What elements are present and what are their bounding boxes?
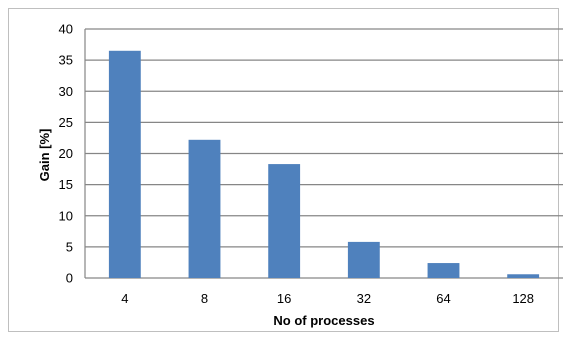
x-tick-label-4: 4 <box>121 291 128 306</box>
y-tick-label-5: 5 <box>66 239 73 254</box>
y-tick-label-35: 35 <box>59 53 73 68</box>
y-tick-label-20: 20 <box>59 146 73 161</box>
y-tick-label-10: 10 <box>59 208 73 223</box>
x-tick-label-16: 16 <box>277 291 291 306</box>
x-tick-label-8: 8 <box>201 291 208 306</box>
bar-16 <box>268 164 301 278</box>
y-tick-label-25: 25 <box>59 115 73 130</box>
x-axis-title: No of processes <box>273 313 374 328</box>
y-tick-label-0: 0 <box>66 271 73 286</box>
bar-8 <box>188 139 221 278</box>
bar-32 <box>347 241 380 278</box>
bar-128 <box>507 274 540 278</box>
x-tick-label-32: 32 <box>357 291 371 306</box>
x-tick-label-128: 128 <box>512 291 534 306</box>
y-tick-label-15: 15 <box>59 177 73 192</box>
y-tick-label-30: 30 <box>59 84 73 99</box>
gridlines <box>84 28 563 279</box>
y-tick-labels: 0 5 10 15 20 25 30 35 40 <box>59 22 73 286</box>
x-tick-labels: 4 8 16 32 64 128 <box>121 291 534 306</box>
bars <box>108 50 540 278</box>
bar-64 <box>427 263 460 278</box>
bar-4 <box>108 50 141 278</box>
y-tick-label-40: 40 <box>59 22 73 37</box>
y-axis-title: Gain [%] <box>37 129 52 182</box>
x-tick-label-64: 64 <box>436 291 450 306</box>
